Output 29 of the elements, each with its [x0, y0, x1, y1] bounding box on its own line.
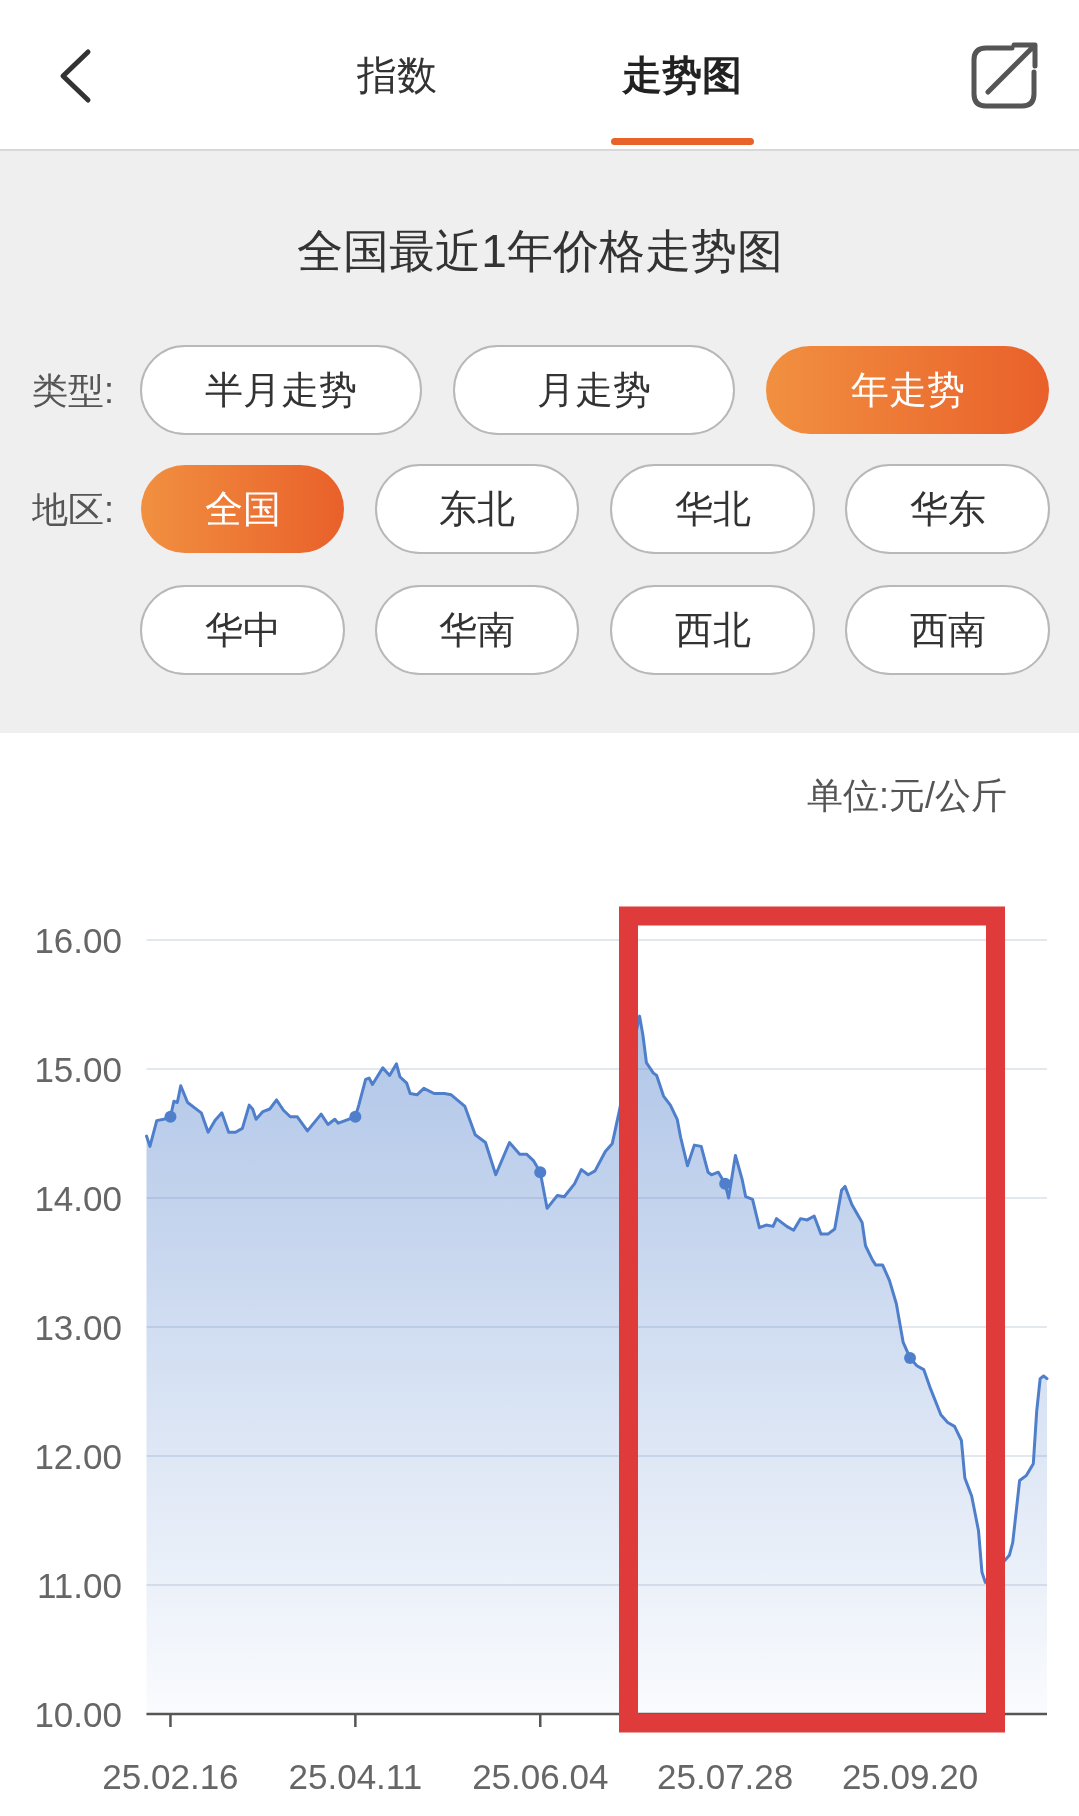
x-tick-label: 25.09.20 — [841, 1756, 979, 1796]
y-tick-label: 14.00 — [34, 1178, 122, 1218]
ylabel: 单位:元/公斤 — [807, 774, 1007, 816]
label-selected: 走势图 — [622, 53, 742, 97]
x-tick-label: 25.07.28 — [657, 1756, 794, 1796]
y-tick-label: 15.00 — [34, 1049, 122, 1089]
y-tick-label: 16.00 — [34, 920, 122, 960]
label: 地区: — [32, 488, 114, 530]
button: 华东 — [845, 464, 1050, 554]
button: 西南 — [845, 585, 1050, 675]
button: 华北 — [610, 464, 815, 554]
label: 类型: — [32, 369, 114, 411]
button: 华南 — [375, 585, 579, 675]
x-tick-label: 25.06.04 — [472, 1756, 609, 1796]
button: 半月走势 — [140, 345, 422, 435]
title: 全国最近1年价格走势图 — [297, 225, 783, 277]
button: 华中 — [140, 585, 345, 675]
y-tick-label: 13.00 — [34, 1307, 122, 1347]
x-tick-label: 25.04.11 — [288, 1756, 423, 1796]
label: 指数 — [357, 53, 437, 97]
button: 东北 — [375, 464, 579, 554]
x-tick-label: 25.02.16 — [102, 1756, 239, 1796]
y-tick-label: 12.00 — [34, 1436, 122, 1476]
button: 西北 — [610, 585, 815, 675]
button-selected: 年走势 — [766, 346, 1049, 434]
button-selected: 全国 — [141, 465, 344, 553]
button: 月走势 — [453, 345, 735, 435]
y-tick-label: 10.00 — [34, 1694, 122, 1734]
y-tick-label: 11.00 — [37, 1565, 122, 1605]
